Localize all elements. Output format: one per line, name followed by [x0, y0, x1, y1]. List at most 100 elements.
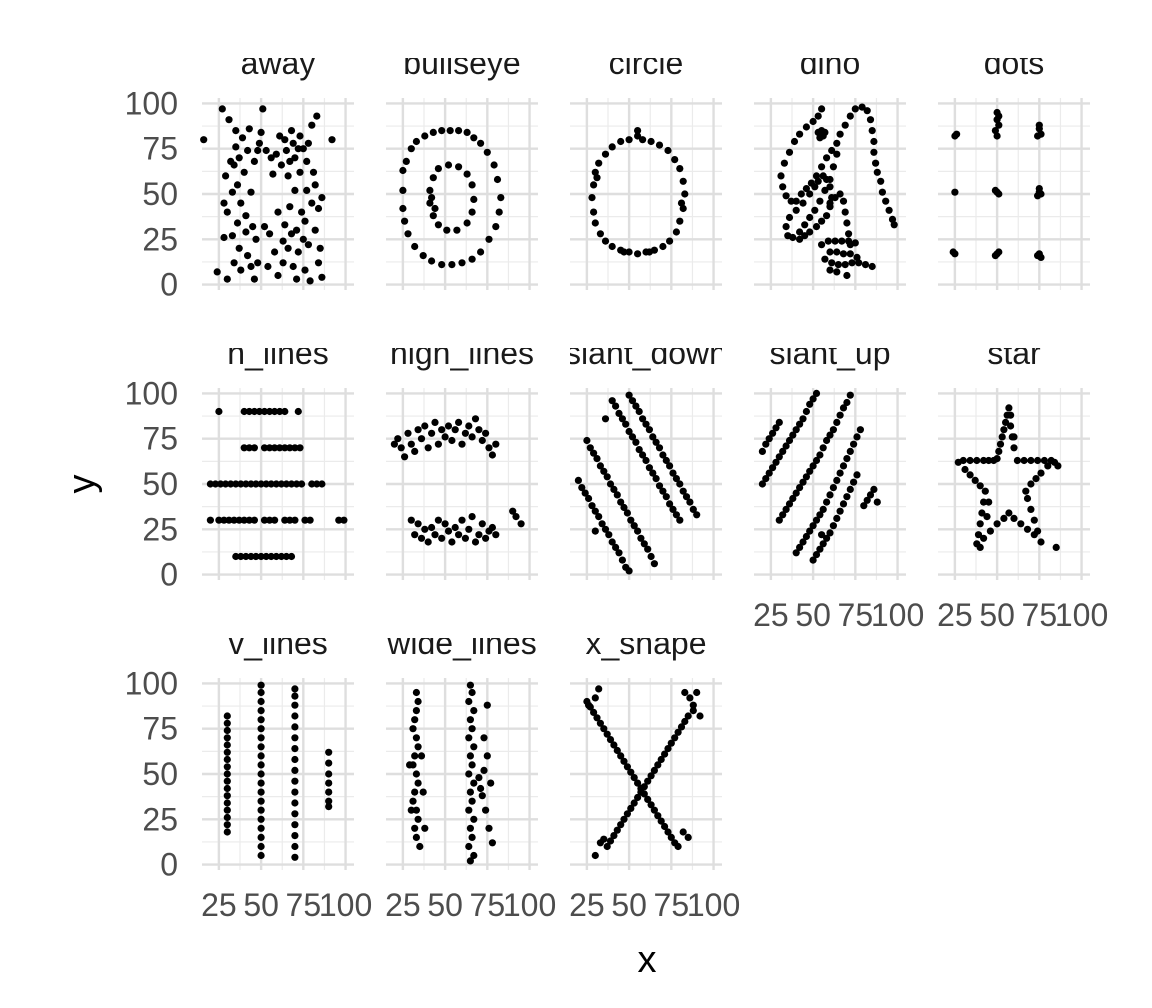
data-point [809, 117, 817, 126]
data-point [412, 806, 420, 814]
data-point [455, 163, 463, 171]
data-point [833, 150, 841, 158]
data-point [676, 480, 684, 488]
panel-bullseye: bullseye [386, 58, 538, 290]
data-point [775, 453, 783, 461]
data-point [839, 250, 848, 258]
data-point [274, 208, 282, 216]
data-point [291, 186, 299, 194]
data-point [796, 420, 804, 428]
data-point [255, 139, 263, 147]
data-point [401, 217, 409, 225]
data-point [664, 828, 672, 836]
data-point [260, 223, 269, 231]
data-point [262, 480, 270, 488]
y-tick-label: 50 [142, 176, 178, 212]
data-point [223, 777, 231, 785]
data-point [686, 694, 694, 702]
data-point [639, 415, 647, 423]
data-point [434, 516, 442, 524]
data-point [841, 208, 849, 216]
data-point [451, 426, 459, 434]
data-point [286, 444, 294, 452]
data-point [298, 208, 306, 216]
data-point [267, 154, 275, 162]
data-point [826, 266, 834, 274]
data-point [780, 159, 789, 167]
data-point [463, 219, 471, 227]
data-point [257, 779, 265, 787]
data-point [980, 534, 988, 542]
data-point [676, 217, 684, 225]
data-point [812, 456, 821, 465]
data-point [1010, 514, 1018, 523]
data-point [625, 136, 633, 144]
data-point [661, 750, 669, 758]
data-point [244, 146, 252, 155]
data-point [471, 538, 480, 546]
data-point [1010, 433, 1018, 441]
data-point [225, 116, 233, 124]
data-point [785, 500, 794, 508]
panel-title: v_lines [228, 625, 328, 661]
data-point [1044, 462, 1052, 470]
x-tick-label: 25 [753, 597, 789, 633]
data-point [603, 473, 611, 481]
data-point [1032, 475, 1040, 483]
data-point [792, 489, 800, 497]
data-point [799, 415, 807, 423]
data-point [851, 105, 859, 113]
data-point [328, 136, 336, 144]
data-point [870, 148, 878, 156]
data-point [407, 806, 415, 814]
data-point [644, 545, 652, 553]
data-point [286, 203, 294, 211]
y-tick-label: 0 [160, 267, 178, 303]
data-point [262, 552, 270, 561]
data-point [976, 482, 984, 490]
data-point [470, 743, 478, 751]
data-point [785, 148, 794, 156]
data-point [676, 516, 684, 524]
data-point [402, 157, 410, 165]
data-point [868, 262, 876, 271]
data-point [976, 520, 984, 528]
data-point [470, 195, 478, 203]
data-point [664, 745, 672, 753]
data-point [635, 446, 643, 454]
data-point [414, 426, 422, 434]
data-point [463, 170, 471, 178]
data-point [1005, 509, 1013, 517]
data-point [858, 103, 866, 111]
data-point [647, 801, 655, 809]
data-point [951, 188, 959, 196]
data-point [634, 127, 642, 135]
data-point [841, 121, 849, 129]
data-point [603, 730, 611, 738]
data-point [318, 194, 326, 202]
data-point [483, 148, 491, 156]
data-point [1027, 456, 1035, 465]
data-point [606, 480, 615, 488]
data-point [465, 734, 473, 742]
data-point [492, 440, 500, 448]
y-axis-title: y [61, 475, 103, 494]
data-point [819, 444, 827, 452]
y-tick-label: 75 [142, 711, 178, 747]
data-point [779, 183, 787, 191]
data-point [591, 694, 599, 702]
data-point [414, 815, 422, 823]
data-point [277, 552, 285, 561]
data-point [610, 832, 618, 840]
data-point [617, 498, 625, 506]
data-point [769, 464, 777, 472]
data-point [271, 516, 279, 524]
data-point [220, 233, 228, 242]
data-point [1034, 132, 1042, 140]
data-point [291, 799, 299, 807]
data-point [428, 429, 436, 437]
data-point [223, 719, 231, 727]
data-point [613, 826, 621, 834]
data-point [667, 833, 675, 842]
data-point [598, 520, 606, 528]
